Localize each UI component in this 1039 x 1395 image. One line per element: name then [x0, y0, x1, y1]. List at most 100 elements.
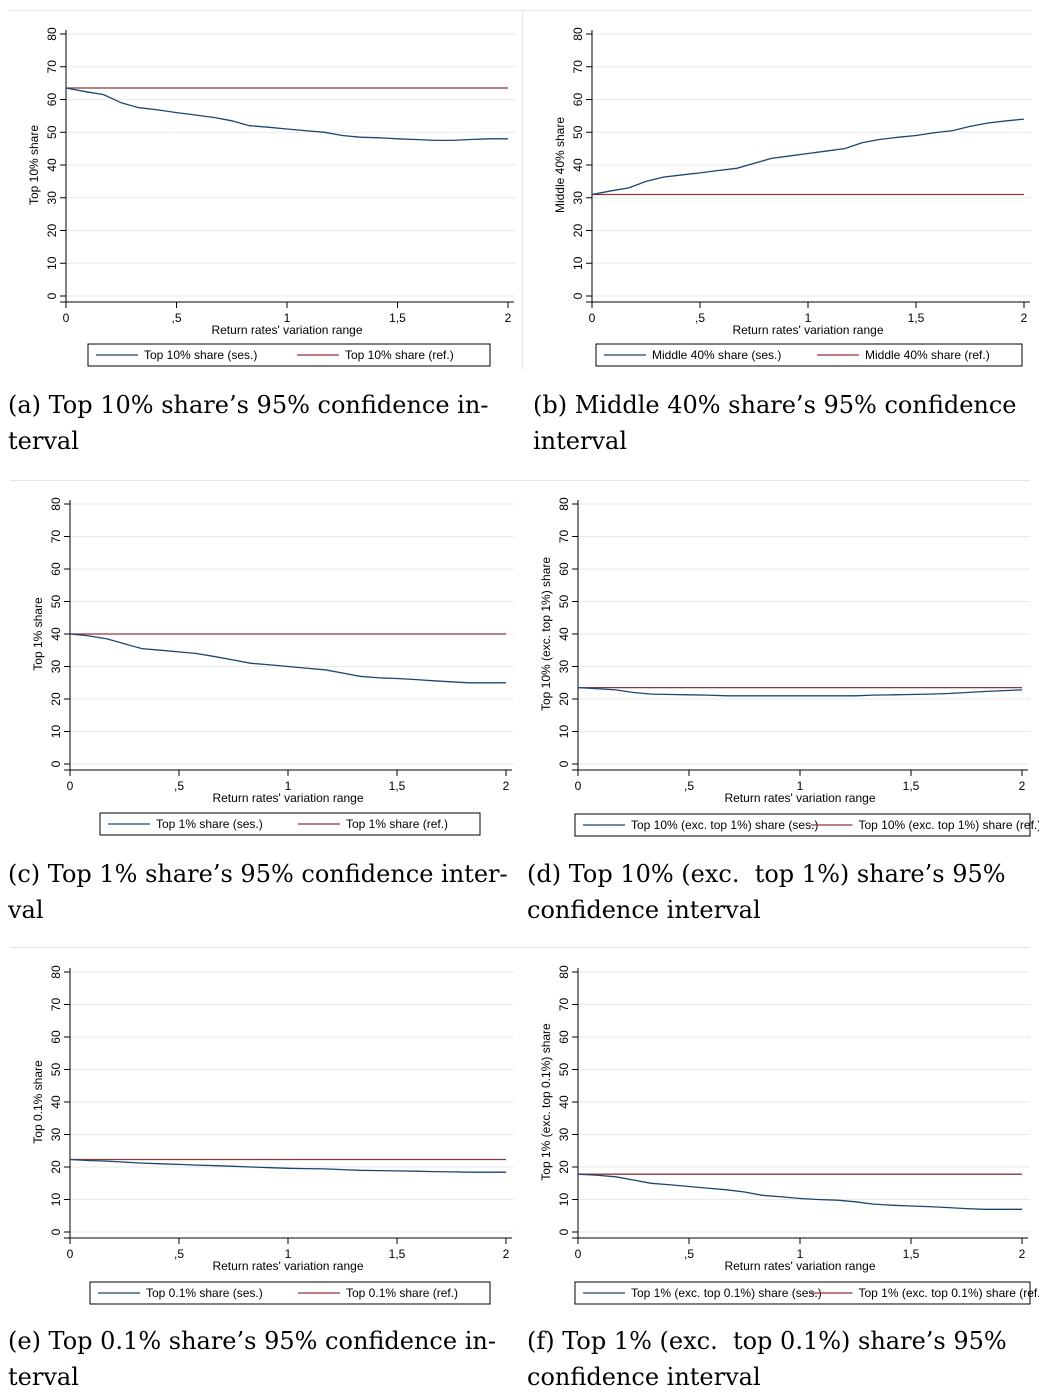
y-tick-label: 60 — [49, 1030, 63, 1044]
y-axis-title: Middle 40% share — [553, 117, 567, 213]
caption-e-line2: terval — [8, 1360, 79, 1395]
legend-label: Top 1% (exc. top 0.1%) share (ses.) — [631, 1286, 822, 1300]
caption-a-line2: terval — [8, 424, 79, 459]
y-tick-label: 10 — [45, 256, 59, 270]
legend-label: Top 1% share (ses.) — [156, 817, 263, 831]
x-tick-label: 1,5 — [389, 311, 406, 325]
y-tick-label: 60 — [557, 562, 571, 576]
caption-c-line2: val — [8, 893, 44, 928]
y-tick-label: 0 — [45, 292, 59, 299]
x-tick-label: 0 — [575, 779, 582, 793]
x-tick-label: 0 — [67, 779, 74, 793]
y-tick-label: 70 — [49, 998, 63, 1012]
series-line-ses — [70, 1160, 506, 1173]
y-axis-title: Top 0.1% share — [31, 1060, 45, 1144]
x-tick-label: 0 — [575, 1247, 582, 1261]
y-tick-label: 30 — [45, 191, 59, 205]
x-tick-label: 0 — [67, 1247, 74, 1261]
legend-label: Top 10% share (ref.) — [345, 348, 454, 362]
legend: Top 10% share (ses.)Top 10% share (ref.) — [88, 344, 490, 366]
y-tick-label: 20 — [557, 692, 571, 706]
y-tick-label: 80 — [49, 965, 63, 979]
x-tick-label: 2 — [1019, 779, 1026, 793]
y-tick-label: 0 — [49, 1228, 63, 1235]
y-tick-label: 0 — [49, 760, 63, 767]
y-tick-label: 50 — [49, 1063, 63, 1077]
legend: Top 1% (exc. top 0.1%) share (ses.) Top 1… — [575, 1282, 1039, 1304]
y-tick-label: 80 — [557, 497, 571, 511]
series-line-ses — [578, 1174, 1022, 1209]
y-tick-label: 80 — [45, 27, 59, 41]
caption-a-line1: (a) Top 10% share’s 95% confidence in- — [8, 388, 488, 423]
y-tick-label: 80 — [49, 497, 63, 511]
y-tick-label: 70 — [557, 998, 571, 1012]
x-tick-label: 2 — [1021, 311, 1028, 325]
y-tick-label: 40 — [557, 1095, 571, 1109]
y-tick-label: 30 — [557, 660, 571, 674]
y-tick-label: 0 — [557, 760, 571, 767]
x-tick-label: 1,5 — [903, 1247, 920, 1261]
series-line-ses — [70, 634, 506, 683]
legend-label: Top 0.1% share (ref.) — [346, 1286, 458, 1300]
caption-b-line1: (b) Middle 40% share’s 95% confidence — [533, 388, 1039, 423]
legend-label: Middle 40% share (ses.) — [652, 348, 781, 362]
x-tick-label: 1,5 — [903, 779, 920, 793]
x-tick-label: ,5 — [684, 1247, 694, 1261]
x-tick-label: 0 — [589, 311, 596, 325]
y-tick-label: 60 — [557, 1030, 571, 1044]
caption-f-line2: confidence interval — [527, 1360, 761, 1395]
x-tick-label: 0 — [63, 311, 70, 325]
y-tick-label: 70 — [45, 60, 59, 74]
y-tick-label: 60 — [571, 93, 585, 107]
x-tick-label: 2 — [503, 1247, 510, 1261]
y-tick-label: 60 — [45, 93, 59, 107]
caption-b-line2: interval — [533, 424, 627, 459]
y-tick-label: 80 — [557, 965, 571, 979]
x-tick-label: 1,5 — [389, 1247, 406, 1261]
y-tick-label: 70 — [557, 530, 571, 544]
x-tick-label: ,5 — [171, 311, 181, 325]
y-tick-label: 10 — [49, 725, 63, 739]
x-axis-title: Return rates' variation range — [732, 323, 883, 337]
x-axis-title: Return rates' variation range — [724, 791, 875, 805]
y-tick-label: 0 — [557, 1228, 571, 1235]
legend: Top 10% (exc. top 1%) share (ses.)Top 10… — [575, 814, 1039, 836]
y-tick-label: 40 — [49, 627, 63, 641]
series-line-ses — [578, 688, 1022, 696]
y-tick-label: 30 — [49, 660, 63, 674]
caption-f-line1: (f) Top 1% (exc. top 0.1%) share’s 95% — [527, 1324, 1039, 1359]
panel-divider — [522, 10, 523, 370]
caption-c-line1: (c) Top 1% share’s 95% confidence inter- — [8, 857, 508, 892]
y-tick-label: 20 — [49, 1160, 63, 1174]
legend-label: Top 1% (exc. top 0.1%) share (ref.) — [859, 1286, 1039, 1300]
y-tick-label: 50 — [49, 595, 63, 609]
y-tick-label: 0 — [571, 292, 585, 299]
y-tick-label: 10 — [557, 725, 571, 739]
legend: Middle 40% share (ses.)Middle 40% share … — [596, 344, 1022, 366]
y-tick-label: 40 — [571, 158, 585, 172]
x-tick-label: ,5 — [695, 311, 705, 325]
y-tick-label: 50 — [571, 125, 585, 139]
caption-e-line1: (e) Top 0.1% share’s 95% confidence in- — [8, 1324, 496, 1359]
legend: Top 0.1% share (ses.)Top 0.1% share (ref… — [90, 1282, 490, 1304]
y-tick-label: 40 — [45, 158, 59, 172]
x-axis-title: Return rates' variation range — [724, 1259, 875, 1273]
y-tick-label: 40 — [557, 627, 571, 641]
x-axis-title: Return rates' variation range — [211, 323, 362, 337]
panel-divider — [10, 10, 1030, 11]
y-axis-title: Top 10% share — [27, 125, 41, 205]
legend-label: Top 10% (exc. top 1%) share (ses.) — [631, 818, 818, 832]
y-tick-label: 10 — [49, 1193, 63, 1207]
y-tick-label: 20 — [45, 224, 59, 238]
y-tick-label: 70 — [49, 530, 63, 544]
x-tick-label: ,5 — [174, 1247, 184, 1261]
